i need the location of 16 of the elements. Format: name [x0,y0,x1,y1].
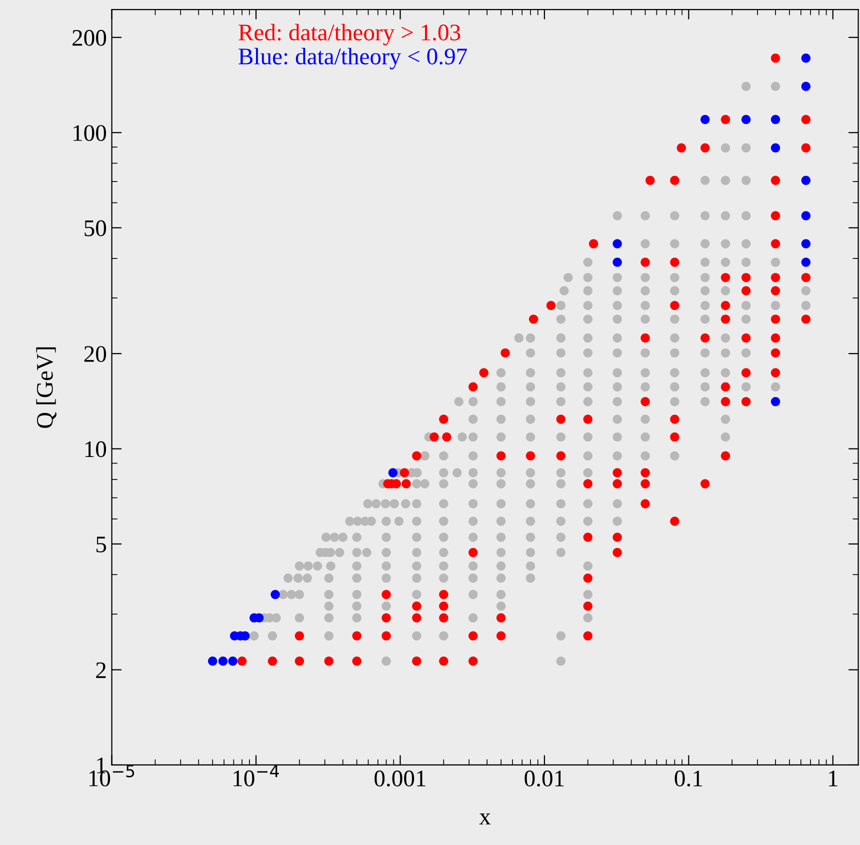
x-tick-label: 0.001 [374,770,426,787]
y-tick-label: 200 [72,30,106,46]
x-axis-title: x [479,814,491,824]
x-tick-label: 10$^{−4}$ [234,765,279,786]
y-tick-label: 100 [74,125,106,142]
x-tick-label: 0.01 [524,770,564,787]
x-tick-label: 0.1 [674,770,702,787]
y-tick-label: 50 [84,220,106,236]
y-tick-label: 5 [96,536,106,552]
y-tick-label: 20 [84,346,106,362]
y-tick-label: 2 [96,662,106,678]
text: Red: data/theory > 1.03 [238,24,460,46]
y-axis-title: Q [GeV] [36,347,56,428]
x-tick-label: 1 [829,770,838,786]
text: Blue: data/theory < 0.97 [238,48,467,70]
y-tick-label: 10 [85,441,106,458]
